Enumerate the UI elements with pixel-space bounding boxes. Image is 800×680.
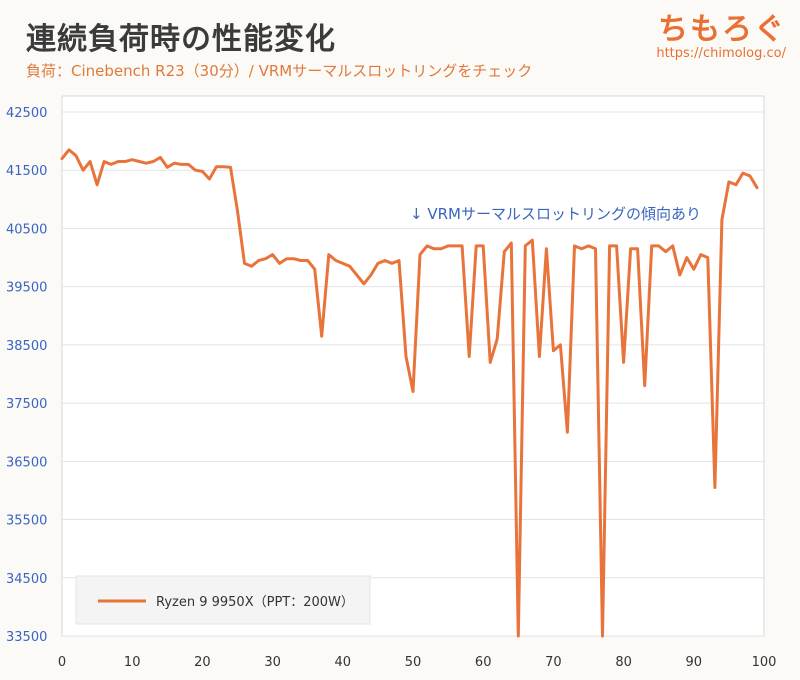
y-tick-label: 37500 bbox=[6, 397, 47, 412]
series-group bbox=[60, 148, 759, 638]
x-tick-label: 10 bbox=[124, 655, 141, 670]
x-tick-label: 0 bbox=[58, 655, 66, 670]
x-tick-label: 40 bbox=[335, 655, 352, 670]
brand-logo: ちもろぐ bbox=[658, 12, 786, 47]
chart-annotation: ↓ VRMサーマルスロットリングの傾向あり bbox=[410, 205, 701, 223]
y-tick-label: 41500 bbox=[6, 164, 47, 179]
brand: ちもろぐ https://chimolog.co/ bbox=[656, 4, 786, 61]
x-tick-label: 70 bbox=[545, 655, 562, 670]
y-tick-label: 34500 bbox=[6, 572, 47, 587]
x-tick-label: 60 bbox=[475, 655, 492, 670]
page-subtitle: 負荷：Cinebench R23（30分）/ VRMサーマルスロットリングをチェ… bbox=[26, 62, 533, 80]
y-tick-label: 39500 bbox=[6, 281, 47, 296]
y-tick-label: 40500 bbox=[6, 222, 47, 237]
legend: Ryzen 9 9950X（PPT：200W） bbox=[75, 575, 371, 625]
x-tick-label: 50 bbox=[405, 655, 422, 670]
x-tick-label: 20 bbox=[194, 655, 211, 670]
y-tick-label: 38500 bbox=[6, 339, 47, 354]
y-tick-label: 36500 bbox=[6, 455, 47, 470]
brand-url: https://chimolog.co/ bbox=[656, 46, 786, 61]
y-tick-label: 33500 bbox=[6, 630, 47, 645]
y-tick-label: 35500 bbox=[6, 514, 47, 529]
x-tick-label: 100 bbox=[752, 655, 777, 670]
x-tick-label: 30 bbox=[264, 655, 281, 670]
legend-label: Ryzen 9 9950X（PPT：200W） bbox=[156, 595, 354, 610]
x-axis-ticks: 0 10 20 30 40 50 60 70 80 90 100 bbox=[58, 655, 777, 670]
x-tick-label: 80 bbox=[615, 655, 632, 670]
y-tick-label: 42500 bbox=[6, 106, 47, 121]
series-line bbox=[60, 148, 759, 638]
page-title: 連続負荷時の性能変化 bbox=[26, 22, 336, 57]
x-tick-label: 90 bbox=[686, 655, 703, 670]
y-axis-ticks: 42500 41500 40500 39500 38500 37500 36500 35500… bbox=[6, 106, 47, 645]
